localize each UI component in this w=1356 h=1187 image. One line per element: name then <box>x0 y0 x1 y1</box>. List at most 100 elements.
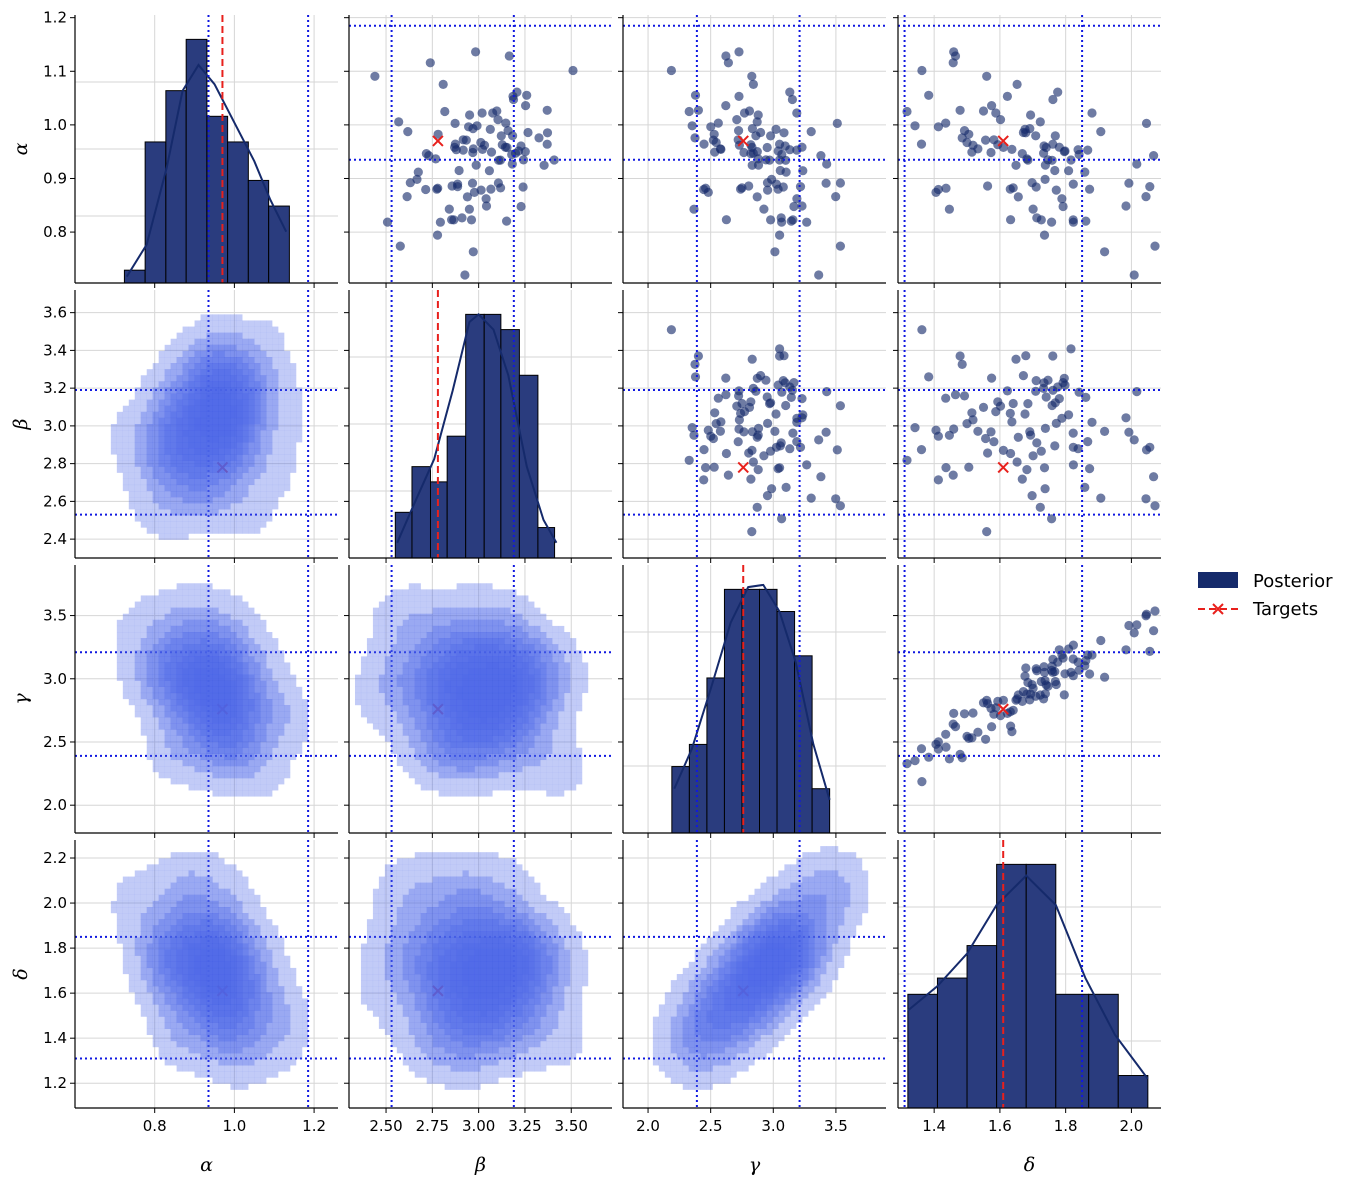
kde-cell <box>278 717 285 724</box>
kde-cell <box>188 430 195 437</box>
kde-cell <box>272 778 279 785</box>
scatter-point <box>734 47 744 57</box>
kde-cell <box>224 393 231 400</box>
kde-cell <box>254 326 261 333</box>
scatter-point <box>776 438 786 448</box>
kde-cell <box>260 638 267 645</box>
kde-cell <box>206 430 213 437</box>
kde-cell <box>212 741 219 748</box>
kde-cell <box>272 772 279 779</box>
scatter-point <box>792 437 802 447</box>
kde-cell <box>194 583 201 590</box>
target-marker <box>432 135 444 147</box>
kde-cell <box>158 515 165 522</box>
kde-cell <box>188 417 195 425</box>
scatter-point <box>435 217 445 227</box>
scatter-point <box>468 247 478 257</box>
kde-cell <box>200 686 207 694</box>
kde-cell <box>212 491 219 498</box>
kde-cell <box>164 589 171 596</box>
kde-cell <box>302 729 309 736</box>
kde-cell <box>200 424 207 431</box>
kde-cell <box>236 454 243 461</box>
kde-cell <box>254 375 261 382</box>
kde-cell <box>212 375 219 382</box>
kde-cell <box>200 375 207 382</box>
kde-cell <box>170 632 177 639</box>
kde-cell <box>188 503 195 510</box>
kde-cell <box>206 436 213 443</box>
kde-cell <box>224 448 231 455</box>
kde-cell <box>224 717 231 724</box>
kde-cell <box>170 381 177 388</box>
scatter-point <box>1022 154 1032 164</box>
kde-cell <box>176 399 183 406</box>
scatter-point <box>964 462 974 472</box>
kde-cell <box>260 632 267 639</box>
kde-cell <box>218 735 225 742</box>
kde-cell <box>170 460 177 467</box>
kde-cell <box>260 369 267 376</box>
kde-cell <box>194 509 201 516</box>
kde-cell <box>164 436 171 443</box>
kde-cell <box>194 674 201 681</box>
kde-cell <box>206 442 213 449</box>
kde-cell <box>224 723 231 730</box>
kde-cell <box>236 729 243 736</box>
kde-cell <box>242 405 249 412</box>
kde-cell <box>242 344 249 352</box>
kde-cell <box>200 430 207 437</box>
kde-cell <box>188 723 195 730</box>
kde-cell <box>188 430 195 437</box>
kde-cell <box>218 662 225 669</box>
kde-cell <box>158 478 165 486</box>
scatter-point <box>967 408 977 418</box>
kde-cell <box>266 375 273 382</box>
kde-cell <box>218 357 225 364</box>
kde-cell <box>230 454 237 461</box>
kde-cell <box>230 417 237 425</box>
kde-cell <box>248 454 255 461</box>
kde-cell <box>224 484 231 492</box>
kde-cell <box>200 417 207 425</box>
kde-cell <box>152 613 159 620</box>
kde-cell <box>188 484 195 492</box>
kde-cell <box>182 430 189 437</box>
scatter-point <box>822 159 832 169</box>
kde-cell <box>164 430 171 437</box>
kde-cell <box>182 644 189 651</box>
kde-cell <box>248 625 255 633</box>
scatter-point <box>1081 216 1091 226</box>
kde-cell <box>176 717 183 724</box>
kde-cell <box>254 369 261 376</box>
kde-cell <box>236 595 243 602</box>
kde-cell <box>116 448 123 455</box>
kde-cell <box>194 454 201 461</box>
kde-cell <box>236 417 243 425</box>
kde-cell <box>230 772 237 779</box>
kde-cell <box>170 753 177 761</box>
kde-cell <box>158 729 165 736</box>
scatter-point <box>477 108 487 118</box>
kde-cell <box>128 424 135 431</box>
kde-cell <box>272 699 279 706</box>
kde-cell <box>170 436 177 443</box>
kde-cell <box>224 668 231 675</box>
kde-cell <box>218 357 225 364</box>
kde-cell <box>140 601 147 608</box>
kde-cell <box>218 442 225 449</box>
kde-cell <box>260 515 267 522</box>
kde-cell <box>230 393 237 400</box>
kde-cell <box>266 466 273 473</box>
kde-cell <box>278 717 285 724</box>
kde-cell <box>248 705 255 712</box>
kde-cell <box>224 436 231 443</box>
scatter-point <box>484 166 494 176</box>
scatter-point <box>948 470 958 480</box>
kde-cell <box>188 747 195 754</box>
kde-cell <box>158 686 165 694</box>
kde-cell <box>182 472 189 479</box>
kde-cell <box>206 436 213 443</box>
kde-cell <box>206 387 213 394</box>
kde-cell <box>128 460 135 467</box>
